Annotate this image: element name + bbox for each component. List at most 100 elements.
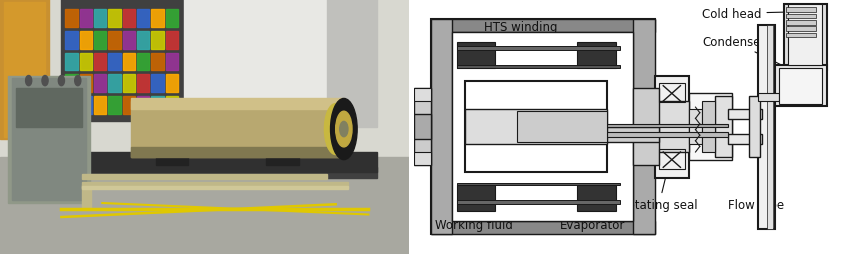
Bar bbox=[465, 81, 608, 173]
Bar bbox=[82, 185, 91, 208]
Bar bbox=[608, 127, 659, 142]
Bar bbox=[137, 97, 149, 114]
Bar bbox=[151, 32, 164, 50]
Bar bbox=[137, 53, 149, 71]
Bar bbox=[784, 5, 827, 71]
Bar bbox=[80, 32, 92, 50]
Bar bbox=[452, 33, 633, 221]
Bar bbox=[655, 102, 689, 152]
Bar bbox=[95, 32, 106, 50]
Bar bbox=[66, 10, 78, 28]
Bar bbox=[4, 3, 45, 137]
Bar bbox=[430, 20, 655, 234]
Bar bbox=[577, 185, 616, 211]
Bar bbox=[633, 20, 655, 234]
Bar bbox=[66, 97, 78, 114]
Bar bbox=[414, 114, 430, 140]
Bar bbox=[457, 183, 620, 185]
Bar bbox=[702, 102, 715, 152]
Bar bbox=[728, 135, 762, 145]
Bar bbox=[430, 20, 655, 33]
Bar bbox=[82, 182, 348, 188]
Ellipse shape bbox=[324, 104, 347, 155]
Text: Cold head: Cold head bbox=[702, 8, 797, 21]
Ellipse shape bbox=[42, 76, 48, 86]
Bar bbox=[8, 76, 90, 203]
Text: Rotating seal: Rotating seal bbox=[620, 156, 698, 211]
Bar bbox=[151, 53, 164, 71]
Bar bbox=[327, 0, 376, 127]
Bar bbox=[82, 174, 327, 179]
Bar bbox=[577, 43, 616, 69]
Bar bbox=[430, 20, 452, 234]
Bar bbox=[109, 10, 121, 28]
Bar bbox=[786, 21, 816, 25]
Bar bbox=[80, 53, 92, 71]
Bar bbox=[633, 89, 659, 165]
Bar bbox=[184, 0, 327, 152]
Bar bbox=[715, 97, 732, 157]
Bar bbox=[457, 185, 495, 211]
Bar bbox=[66, 75, 78, 93]
Bar bbox=[165, 32, 178, 50]
Bar bbox=[465, 109, 608, 145]
Bar bbox=[95, 10, 106, 28]
Bar bbox=[775, 66, 827, 107]
Bar bbox=[82, 152, 376, 173]
Bar bbox=[13, 79, 86, 201]
Bar bbox=[0, 157, 409, 254]
Bar bbox=[758, 25, 775, 229]
Bar bbox=[0, 0, 409, 157]
Bar bbox=[80, 97, 92, 114]
Bar bbox=[95, 97, 106, 114]
Bar bbox=[123, 75, 135, 93]
Bar bbox=[414, 89, 430, 102]
Bar bbox=[165, 53, 178, 71]
Bar bbox=[95, 75, 106, 93]
Bar bbox=[66, 53, 78, 71]
Bar bbox=[66, 32, 78, 50]
Bar bbox=[659, 84, 684, 103]
Bar bbox=[457, 43, 495, 69]
Text: Evaporator: Evaporator bbox=[545, 176, 625, 232]
Bar bbox=[165, 10, 178, 28]
Bar bbox=[414, 89, 430, 165]
Bar bbox=[457, 66, 620, 69]
Bar bbox=[155, 152, 188, 165]
Bar bbox=[109, 53, 121, 71]
Bar bbox=[758, 94, 780, 102]
Bar bbox=[655, 76, 689, 178]
Bar bbox=[165, 75, 178, 93]
Bar bbox=[659, 150, 684, 169]
Bar bbox=[749, 97, 760, 157]
Bar bbox=[109, 32, 121, 50]
Bar bbox=[517, 112, 607, 142]
Bar bbox=[780, 69, 822, 104]
Bar bbox=[457, 201, 620, 204]
Bar bbox=[608, 132, 728, 137]
Ellipse shape bbox=[340, 122, 348, 137]
Bar bbox=[165, 97, 178, 114]
Bar bbox=[82, 187, 348, 189]
Bar bbox=[80, 10, 92, 28]
Ellipse shape bbox=[25, 76, 32, 86]
Text: Working fluid: Working fluid bbox=[436, 177, 513, 232]
Bar bbox=[131, 102, 344, 157]
Bar bbox=[123, 97, 135, 114]
Bar bbox=[728, 109, 762, 119]
Ellipse shape bbox=[58, 76, 64, 86]
Bar bbox=[109, 75, 121, 93]
Bar bbox=[123, 10, 135, 28]
Bar bbox=[457, 47, 620, 51]
Bar bbox=[608, 124, 728, 127]
Bar bbox=[80, 75, 92, 93]
Text: Flow pipe: Flow pipe bbox=[728, 156, 784, 211]
Ellipse shape bbox=[75, 76, 81, 86]
Bar bbox=[414, 152, 430, 165]
Bar bbox=[766, 25, 773, 229]
Bar bbox=[786, 27, 816, 32]
Bar bbox=[786, 8, 816, 13]
Bar bbox=[788, 5, 822, 66]
Bar bbox=[430, 221, 655, 234]
Bar bbox=[109, 97, 121, 114]
